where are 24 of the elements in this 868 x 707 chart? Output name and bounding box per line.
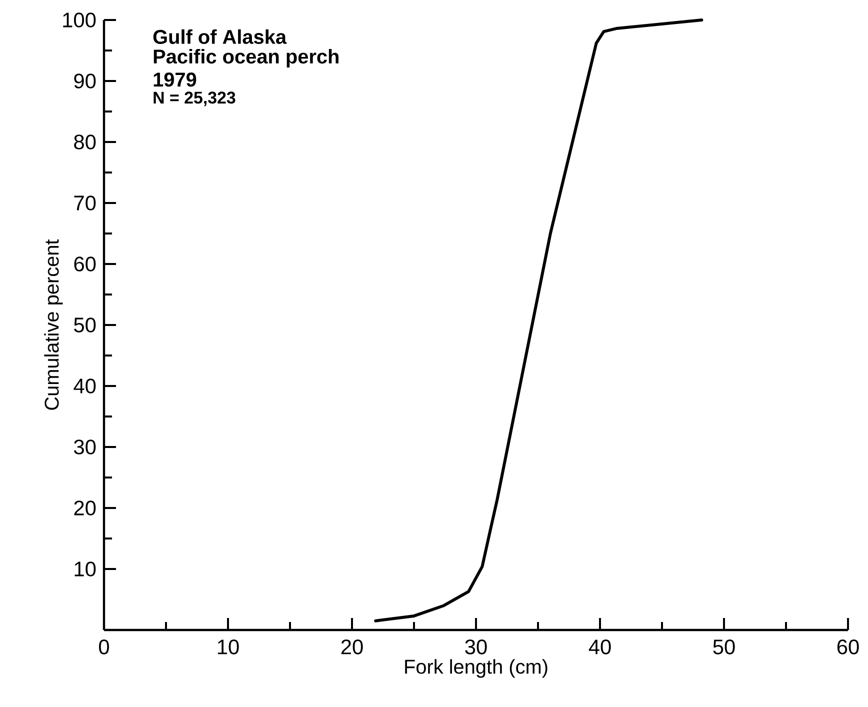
- x-tick-label: 0: [98, 640, 109, 654]
- annotation: N = 25,323: [154, 92, 236, 106]
- x-tick-label: 50: [713, 640, 735, 654]
- annotation: Gulf of Alaska: [153, 29, 287, 44]
- y-tick-label: 10: [74, 562, 96, 576]
- y-tick-label: 30: [74, 440, 96, 454]
- y-tick-label: 40: [74, 378, 96, 394]
- x-tick-label: 10: [218, 640, 239, 654]
- y-tick-label: 100: [63, 12, 96, 28]
- y-tick-label: 70: [74, 196, 96, 210]
- y-tick-label: 60: [74, 256, 96, 272]
- x-tick-label: 40: [588, 640, 611, 654]
- y-tick-label: 20: [74, 500, 96, 516]
- annotation: Pacific ocean perch: [154, 48, 338, 68]
- x-tick-label: 60: [837, 640, 859, 654]
- x-axis-title: Fork length (cm): [405, 659, 548, 678]
- x-tick-label: 30: [465, 640, 487, 654]
- line-series: [374, 18, 704, 622]
- y-axis-title: Cumulative percent: [44, 239, 63, 410]
- annotation: 1979: [154, 72, 196, 87]
- y-tick-label: 80: [74, 134, 96, 150]
- y-tick-label: 50: [74, 318, 96, 332]
- y-tick-label: 90: [74, 74, 96, 88]
- x-tick-label: 20: [341, 640, 363, 654]
